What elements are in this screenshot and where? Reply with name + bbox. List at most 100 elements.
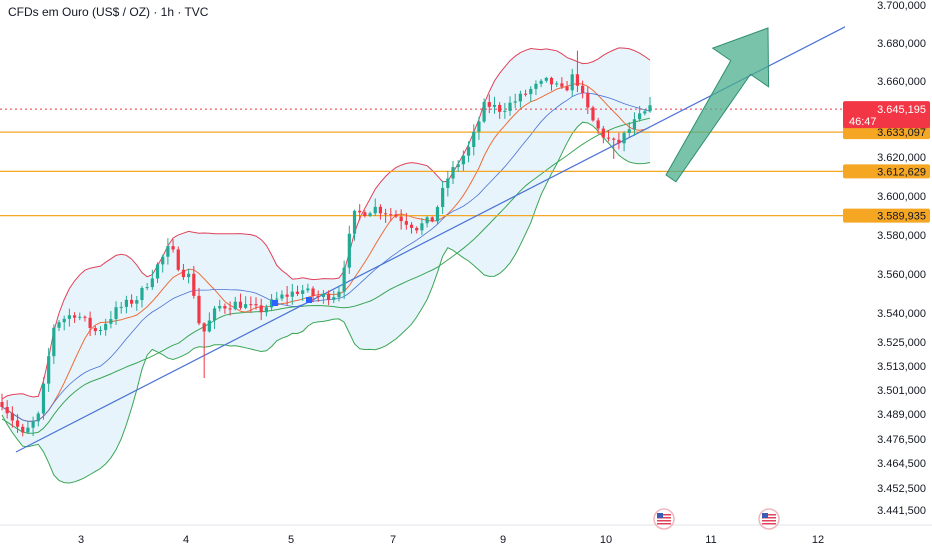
candle-body	[632, 119, 637, 130]
candle-body	[301, 290, 305, 294]
candle-body	[72, 315, 77, 318]
candle-body	[575, 74, 580, 86]
candle-body	[342, 267, 346, 292]
candle-body	[202, 323, 206, 332]
signal-marker	[306, 297, 312, 303]
price-axis-tick: 3.600,000	[877, 191, 926, 203]
candle-body	[0, 402, 4, 407]
candle-body	[404, 221, 408, 225]
price-axis-tick: 3.540,000	[877, 308, 926, 320]
candle-body	[171, 246, 175, 250]
candle-body	[36, 413, 40, 422]
candle-body	[254, 304, 258, 306]
candle-body	[41, 383, 46, 414]
us-flag-stripe	[657, 520, 671, 522]
candle-body	[441, 187, 445, 208]
price-axis-tick: 3.660,000	[877, 76, 926, 88]
bullish-arrow	[665, 27, 770, 183]
candle-body	[337, 291, 341, 298]
candle-body	[47, 356, 51, 384]
candle-body	[130, 299, 134, 304]
time-axis-tick: 7	[390, 534, 396, 546]
candle-body	[264, 307, 268, 313]
candle-body	[10, 413, 14, 421]
price-axis-tick: 3.680,000	[877, 38, 926, 50]
candle-body	[155, 264, 160, 279]
candle-body	[161, 256, 165, 265]
candle-body	[648, 105, 652, 112]
bollinger-upper-line	[1, 47, 651, 400]
candle-body	[31, 421, 35, 428]
candle-body	[150, 278, 154, 288]
candle-body	[477, 121, 481, 132]
candle-body	[311, 288, 315, 296]
price-axis-tick: 3.464,500	[877, 458, 926, 470]
candle-body	[269, 299, 274, 308]
candle-body	[98, 330, 103, 332]
candle-body	[93, 327, 97, 332]
candle-body	[513, 101, 517, 103]
candle-body	[581, 85, 585, 93]
candle-body	[218, 306, 222, 309]
us-flag-icon	[653, 508, 675, 530]
us-flag-stripe	[657, 523, 671, 525]
candle-body	[508, 102, 512, 111]
candle-body	[332, 297, 336, 300]
candle-body	[606, 137, 611, 139]
candle-body	[378, 206, 383, 214]
candle-body	[394, 214, 398, 217]
candle-body	[275, 298, 279, 300]
candle-body	[326, 293, 331, 300]
current-price-badge	[843, 101, 930, 129]
candle-body	[57, 322, 61, 328]
candle-body	[617, 139, 621, 144]
us-flag-icon	[758, 508, 780, 530]
price-axis-tick: 3.476,500	[877, 434, 926, 446]
candle-body	[409, 224, 414, 228]
candle-body	[166, 246, 170, 257]
candle-body	[290, 291, 294, 297]
candle-body	[187, 273, 191, 278]
candle-body	[420, 223, 424, 231]
candle-body	[228, 308, 232, 310]
candle-body	[124, 299, 129, 307]
level-badge-2	[843, 164, 930, 179]
candle-body	[627, 129, 631, 133]
candle-body	[461, 155, 465, 165]
time-axis-tick: 4	[183, 534, 189, 546]
candle-body	[181, 269, 186, 278]
candle-body	[368, 213, 372, 216]
candle-body	[560, 83, 564, 87]
time-axis-tick: 12	[812, 534, 824, 546]
candle-body	[52, 327, 56, 357]
candle-body	[498, 104, 502, 112]
candle-body	[565, 86, 569, 91]
candle-body	[643, 111, 647, 114]
candle-body	[435, 207, 440, 222]
candle-body	[363, 212, 367, 216]
candle-body	[352, 210, 357, 234]
price-axis-tick: 3.580,000	[877, 230, 926, 242]
us-flag-stripe	[762, 517, 776, 519]
us-flag-stripe	[657, 514, 671, 516]
candle-body	[280, 294, 284, 299]
candle-body	[482, 102, 486, 122]
candle-body	[15, 420, 20, 427]
price-axis-tick: 3.513,000	[877, 361, 926, 373]
candle-body	[539, 80, 543, 84]
us-flag-canton	[762, 513, 768, 518]
candle-body	[555, 83, 559, 85]
candle-body	[451, 167, 455, 179]
candle-body	[233, 301, 237, 310]
us-flag-stripe	[762, 514, 776, 516]
candle-body	[534, 83, 538, 89]
level-badge-label: 3.589,935	[877, 211, 926, 223]
candle-body	[145, 287, 149, 289]
candle-body	[316, 295, 320, 297]
bollinger-band-fill	[2, 47, 650, 484]
price-axis-tick: 3.700,000	[877, 0, 926, 12]
candle-body	[244, 304, 248, 308]
candle-body	[67, 315, 71, 319]
candle-body	[207, 320, 211, 332]
